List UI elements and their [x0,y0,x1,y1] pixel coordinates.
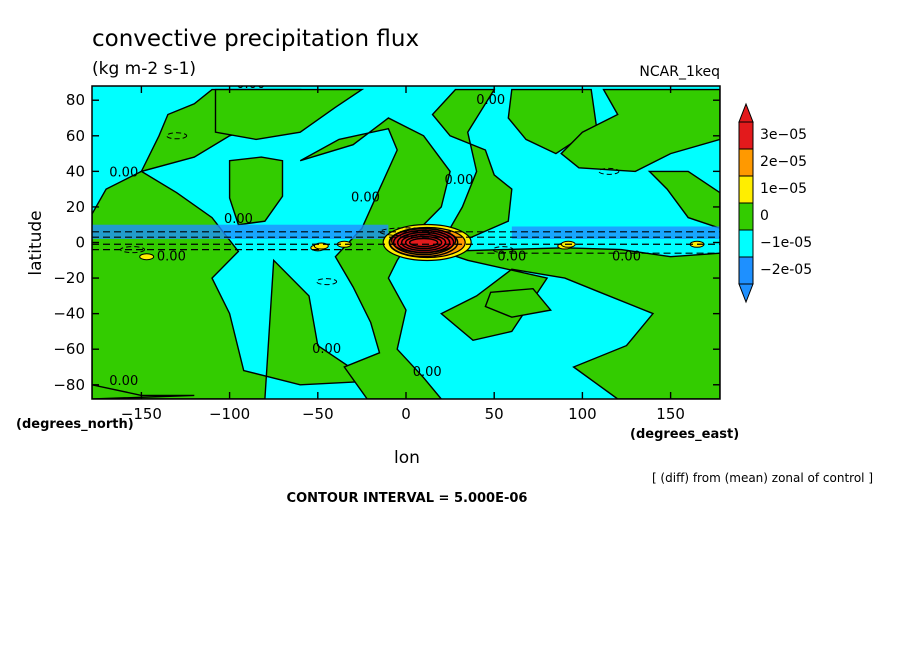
colorbar-box [738,175,754,204]
contour-label: 0.00 [444,173,473,188]
negative-contour-lines [92,132,720,286]
y-tick-label: −80 [53,376,85,394]
maximum-anomaly-core [139,223,705,262]
negative-contour [120,246,146,254]
positive-region [214,88,365,141]
colorbar-label: 3e−05 [760,127,807,143]
negative-contour [166,132,188,140]
negative-contour [598,167,620,175]
colorbar-box [738,121,754,150]
x-units-label: (degrees_east) [630,427,739,442]
x-tick-label: 150 [656,405,685,423]
contour-label: 0.00 [476,93,505,108]
positive-region [92,88,373,399]
colorbar-label: 2e−05 [760,154,807,170]
contour-label: 0.00 [109,374,138,389]
y-tick-label: 40 [66,162,85,180]
negative-contour [492,246,514,254]
colorbar-label: 1e−05 [760,181,807,197]
contour-labels: 0.00 0.00 0.00 0.00 0.00 0.00 0.00 0.00 0.00 0.00… [109,77,641,389]
y-tick-label: 60 [66,127,85,145]
x-tick-label: −100 [209,405,250,423]
colorbar: 3e−05 2e−05 1e−05 0 −1e-05 −2e-05 [738,102,812,304]
run-label: NCAR_1keq [639,64,720,80]
core-contour [396,231,451,254]
x-tick-label: −50 [302,405,334,423]
contour-label: 0.00 [612,249,641,264]
positive-region [440,247,720,399]
y-units-label: (degrees_north) [16,417,134,432]
positive-region [299,117,451,399]
x-axis-label: lon [394,448,420,468]
positive-anomaly-regions [92,88,720,399]
x-tick-label: 100 [568,405,597,423]
positive-region [507,88,598,155]
contour-label: 0.00 [497,249,526,264]
footnote: [ (diff) from (mean) zonal of control ] [652,471,873,485]
colorbar-label: 0 [760,208,769,224]
positive-region [228,156,284,226]
y-tick-label: −20 [53,269,85,287]
core-contour [408,237,439,248]
x-tick-label: 0 [401,405,411,423]
y-axis: 80 60 40 20 0 −20 −40 −60 −80 [53,91,720,394]
core-contour [404,235,443,250]
x-axis: −150 −100 −50 0 50 100 150 [121,86,685,423]
negative-band [511,226,720,239]
contour-label: 0.00 [109,166,138,181]
negative-contour [379,227,433,237]
chart-subtitle: (kg m-2 s-1) [92,59,196,79]
negative-contour [316,278,338,286]
colorbar-under-triangle [738,283,754,304]
colorbar-box [738,148,754,177]
positive-region [431,88,513,240]
y-tick-label: −40 [53,305,85,323]
colorbar-box [738,229,754,258]
y-tick-label: 20 [66,198,85,216]
positive-region [560,88,720,173]
contour-interval: CONTOUR INTERVAL = 5.000E-06 [287,491,528,506]
core-contour [392,229,455,256]
positive-region [647,170,720,230]
contour-label: 0.00 [413,365,442,380]
colorbar-label: −1e-05 [760,235,812,251]
colorbar-box [738,256,754,285]
contour-label: 0.00 [236,77,265,92]
contour-label: 0.00 [224,212,253,227]
contour-label: 0.00 [351,191,380,206]
chart-title: convective precipitation flux [92,26,419,52]
contour-label: 0.00 [312,342,341,357]
y-tick-label: 0 [75,234,85,252]
colorbar-label: −2e-05 [760,262,812,278]
y-tick-label: 80 [66,91,85,109]
x-tick-label: −150 [121,405,162,423]
y-axis-label: latitude [26,210,46,275]
y-tick-label: −60 [53,340,85,358]
small-positive-cell [139,253,155,261]
contour-label: 0.00 [157,249,186,264]
x-tick-label: 50 [485,405,504,423]
colorbar-box [738,202,754,231]
plot-area: 0.00 0.00 0.00 0.00 0.00 0.00 0.00 0.00 0.00 0.00… [92,77,720,399]
colorbar-over-triangle [738,102,754,123]
positive-region [484,287,553,318]
